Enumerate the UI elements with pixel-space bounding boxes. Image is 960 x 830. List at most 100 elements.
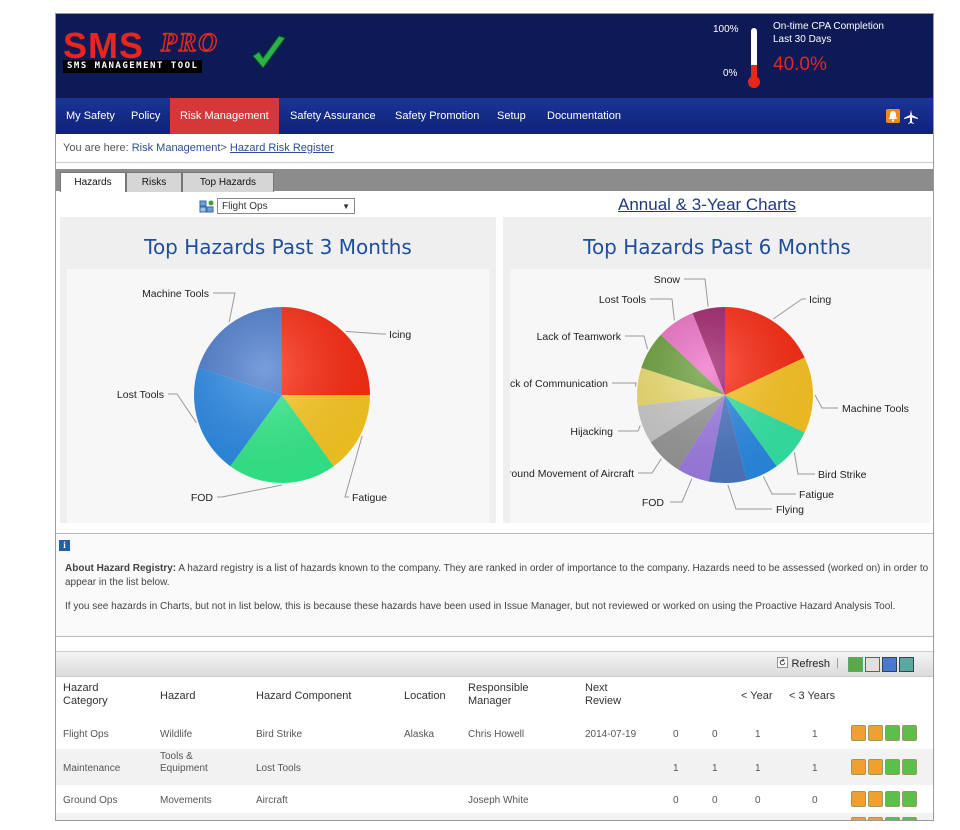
nav-my-safety[interactable]: My Safety bbox=[66, 110, 115, 122]
thermometer-bulb bbox=[748, 76, 760, 88]
category-select[interactable]: Flight Ops ▼ bbox=[217, 198, 355, 214]
alert-bell-icon[interactable] bbox=[885, 108, 901, 124]
tab-hazards[interactable]: Hazards bbox=[60, 172, 126, 192]
thermometer-fill bbox=[751, 65, 757, 80]
table-cell: Maintenance bbox=[63, 763, 121, 774]
pie-label-flying: Flying bbox=[776, 504, 804, 516]
table-cell: 1 bbox=[812, 763, 818, 774]
pie-label-icing: Icing bbox=[389, 329, 411, 341]
edit-icon[interactable] bbox=[851, 817, 866, 820]
col-hazard[interactable]: Hazard bbox=[160, 690, 196, 702]
col-hazard-component[interactable]: Hazard Component bbox=[256, 690, 352, 702]
table-cell: 1 bbox=[673, 763, 679, 774]
gauge-value: 40.0% bbox=[773, 54, 827, 75]
pie-leader-icing bbox=[772, 298, 806, 320]
edit-icon[interactable] bbox=[851, 725, 866, 741]
info-icon: i bbox=[59, 540, 70, 551]
col-location[interactable]: Location bbox=[404, 690, 446, 702]
thermometer-tube bbox=[751, 28, 757, 80]
table-row[interactable]: Ground Ops Movements Aircraft Joseph White 0… bbox=[56, 787, 933, 813]
checkmark-icon bbox=[252, 35, 286, 69]
gauge-bottom-label: 0% bbox=[723, 68, 738, 79]
table-cell: Movements bbox=[160, 795, 212, 806]
sms-pro-logo[interactable]: SMS PRO SMS MANAGEMENT TOOL bbox=[61, 25, 291, 76]
table-toolbar: Refresh | bbox=[56, 652, 933, 677]
hazard-table: Refresh | Hazard Category Hazard Hazard … bbox=[56, 651, 933, 820]
annual-charts-link[interactable]: Annual & 3-Year Charts bbox=[618, 195, 796, 214]
col-next-review[interactable]: Next Review bbox=[585, 682, 622, 707]
pie-leader-fod bbox=[217, 484, 283, 498]
gauge-top-label: 100% bbox=[713, 24, 739, 35]
move-down-icon[interactable] bbox=[868, 791, 883, 807]
nav-policy[interactable]: Policy bbox=[131, 110, 161, 122]
pie-label-snow: Snow bbox=[654, 274, 681, 286]
pie-label-lack-of-teamwork: Lack of Teamwork bbox=[537, 331, 622, 343]
move-up-icon[interactable] bbox=[885, 725, 900, 741]
breadcrumb-current[interactable]: Hazard Risk Register bbox=[229, 142, 334, 154]
move-down-icon[interactable] bbox=[868, 817, 883, 820]
edit-icon[interactable] bbox=[851, 791, 866, 807]
table-cell: 0 bbox=[673, 795, 679, 806]
nav-safety-promotion[interactable]: Safety Promotion bbox=[395, 110, 480, 122]
move-top-icon[interactable] bbox=[902, 759, 917, 775]
move-up-icon[interactable] bbox=[885, 817, 900, 820]
pie-leader-fatigue bbox=[344, 435, 363, 498]
col-hazard-category[interactable]: Hazard Category bbox=[63, 682, 108, 707]
category-select-value: Flight Ops bbox=[222, 201, 268, 212]
col-year[interactable]: < Year bbox=[741, 690, 773, 702]
nav-risk-management[interactable]: Risk Management bbox=[170, 98, 279, 134]
col-3-years[interactable]: < 3 Years bbox=[789, 690, 836, 702]
move-top-icon[interactable] bbox=[902, 817, 917, 820]
nav-setup[interactable]: Setup bbox=[497, 110, 526, 122]
export-word-icon[interactable] bbox=[882, 657, 897, 672]
pie-leader-icing bbox=[345, 330, 386, 335]
chart-title-3-months: Top Hazards Past 3 Months bbox=[144, 235, 412, 259]
refresh-label: Refresh bbox=[791, 658, 830, 670]
tab-top-hazards[interactable]: Top Hazards bbox=[182, 172, 274, 192]
gauge-caption-line2: Last 30 Days bbox=[773, 34, 832, 45]
header: SMS PRO SMS MANAGEMENT TOOL 100% 0% On-t… bbox=[56, 14, 933, 98]
pie-chart-6-months: Icing Machine Tools Bird Strike Fatigue Flyi… bbox=[510, 274, 909, 516]
pie-leader-hijacking bbox=[618, 425, 641, 432]
export-pdf-icon[interactable] bbox=[865, 657, 880, 672]
gauge-caption: On-time CPA Completion Last 30 Days bbox=[773, 20, 913, 46]
hierarchy-icon[interactable] bbox=[199, 199, 214, 214]
export-excel-icon[interactable] bbox=[848, 657, 863, 672]
breadcrumb-parent[interactable]: Risk Management bbox=[131, 142, 221, 154]
table-cell: Chris Howell bbox=[468, 729, 525, 740]
table-cell: Alaska bbox=[404, 729, 435, 740]
logo-main: SMS bbox=[63, 25, 145, 66]
pie-label-icing: Icing bbox=[809, 294, 831, 306]
table-cell: 1 bbox=[755, 763, 761, 774]
pie-label-lost-tools: Lost Tools bbox=[599, 294, 646, 306]
table-row[interactable]: Flight OpsWeatherFog-Low CloudsAnchorage… bbox=[56, 813, 933, 820]
refresh-button[interactable]: Refresh bbox=[777, 657, 830, 670]
aircraft-icon[interactable] bbox=[903, 109, 919, 125]
move-top-icon[interactable] bbox=[902, 791, 917, 807]
pie-leader-machine-tools bbox=[814, 394, 838, 409]
logo-pro: PRO bbox=[160, 27, 219, 58]
pie-label-fod: FOD bbox=[191, 492, 214, 504]
about-title: About Hazard Registry: bbox=[65, 563, 177, 574]
divider bbox=[56, 162, 933, 163]
table-row[interactable]: Maintenance Tools & Equipment Lost Tools 1 1… bbox=[56, 749, 933, 785]
move-top-icon[interactable] bbox=[902, 725, 917, 741]
move-down-icon[interactable] bbox=[868, 759, 883, 775]
table-cell: Wildlife bbox=[160, 729, 193, 740]
pie-leader-bird-strike bbox=[793, 452, 815, 475]
cpa-completion-gauge: 100% 0% On-time CPA Completion Last 30 D… bbox=[713, 16, 913, 96]
nav-safety-assurance[interactable]: Safety Assurance bbox=[290, 110, 376, 122]
export-csv-icon[interactable] bbox=[899, 657, 914, 672]
edit-icon[interactable] bbox=[851, 759, 866, 775]
refresh-icon bbox=[777, 657, 789, 668]
table-cell: 1 bbox=[755, 729, 761, 740]
about-paragraph-2: If you see hazards in Charts, but not in… bbox=[65, 601, 896, 612]
move-up-icon[interactable] bbox=[885, 759, 900, 775]
nav-documentation[interactable]: Documentation bbox=[547, 110, 621, 122]
col-responsible-manager[interactable]: Responsible Manager bbox=[468, 682, 529, 707]
pie-leader-fatigue bbox=[762, 476, 796, 495]
table-row[interactable]: Flight Ops Wildlife Bird Strike Alaska Chris… bbox=[56, 721, 933, 747]
move-down-icon[interactable] bbox=[868, 725, 883, 741]
tab-risks[interactable]: Risks bbox=[126, 172, 182, 192]
move-up-icon[interactable] bbox=[885, 791, 900, 807]
